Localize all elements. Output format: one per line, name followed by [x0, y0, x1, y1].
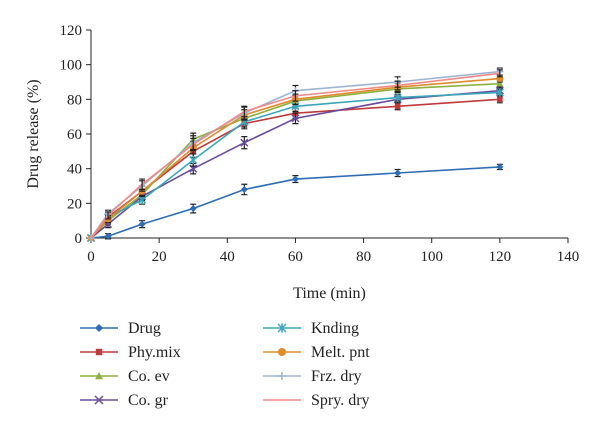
legend-item: Co. ev	[80, 368, 170, 385]
x-tick-label: 120	[489, 249, 512, 265]
legend-item: Knding	[263, 320, 359, 337]
data-point	[94, 395, 104, 405]
x-tick-label: 60	[288, 249, 303, 265]
y-tick-label: 40	[67, 162, 82, 178]
data-point	[95, 372, 103, 380]
data-point	[393, 93, 402, 102]
data-point	[495, 88, 504, 97]
series-line	[90, 77, 500, 239]
data-point	[240, 185, 248, 193]
legend-label: Phy.mix	[128, 344, 181, 361]
legend-item: Melt. pnt	[263, 344, 370, 361]
x-tick-label: 140	[557, 249, 580, 265]
legend-label: Melt. pnt	[311, 344, 370, 361]
legend-item: Phy.mix	[80, 344, 181, 361]
data-point	[277, 323, 287, 333]
plot-series	[86, 67, 504, 243]
x-ticks: 0 20 40 60 80 100 120 140	[87, 238, 579, 265]
error-bar	[394, 80, 401, 91]
data-point	[240, 138, 249, 147]
series-line	[90, 166, 500, 239]
data-point	[278, 348, 286, 356]
data-point	[291, 175, 299, 183]
x-tick-label: 20	[152, 249, 167, 265]
error-bar	[241, 105, 248, 118]
data-point	[394, 103, 401, 110]
error-bar	[105, 211, 112, 220]
data-point	[278, 372, 286, 380]
data-point	[95, 348, 103, 356]
data-point	[95, 324, 103, 332]
x-tick-label: 80	[356, 249, 371, 265]
data-point	[104, 232, 112, 240]
legend-label: Frz. dry	[311, 368, 362, 385]
y-tick-label: 20	[67, 196, 82, 212]
data-point	[189, 205, 197, 213]
data-point	[497, 96, 503, 103]
error-bar	[496, 69, 503, 78]
error-bar	[190, 137, 197, 152]
error-bar	[292, 90, 299, 102]
y-tick-label: 100	[60, 58, 83, 74]
error-bar	[139, 178, 146, 191]
x-axis-title: Time (min)	[293, 285, 366, 302]
series-drug	[87, 163, 504, 242]
legend-label: Co. gr	[128, 392, 169, 409]
axes	[90, 30, 568, 239]
series-line	[90, 72, 500, 239]
y-ticks: 0 20 40 60 80 100 120	[60, 23, 91, 247]
legend: Drug Phy.mix Co. ev Co. gr Knding Melt. pnt Fr…	[80, 320, 370, 409]
y-tick-label: 0	[75, 231, 83, 247]
y-tick-label: 80	[67, 92, 82, 108]
y-tick-label: 60	[67, 127, 82, 143]
data-point	[138, 220, 146, 228]
legend-label: Knding	[311, 320, 359, 337]
legend-label: Co. ev	[128, 368, 170, 385]
data-point	[138, 195, 147, 205]
y-axis-title: Drug release (%)	[25, 79, 42, 188]
data-point	[291, 114, 300, 123]
x-tick-label: 0	[87, 249, 95, 265]
legend-item: Drug	[80, 320, 161, 337]
series-line	[90, 98, 500, 239]
x-tick-label: 40	[220, 249, 235, 265]
legend-item: Co. gr	[80, 392, 169, 409]
data-point	[496, 80, 504, 87]
data-point	[496, 163, 504, 171]
data-point	[394, 169, 402, 177]
x-tick-label: 100	[420, 249, 443, 265]
series-spry-dry	[90, 69, 503, 239]
legend-label: Drug	[128, 320, 161, 337]
legend-item: Spry. dry	[263, 392, 370, 409]
series-knding	[86, 88, 504, 243]
series-line	[90, 89, 500, 239]
legend-label: Spry. dry	[311, 392, 370, 409]
y-tick-label: 120	[60, 23, 83, 39]
data-point	[189, 155, 198, 165]
legend-item: Frz. dry	[263, 368, 362, 385]
